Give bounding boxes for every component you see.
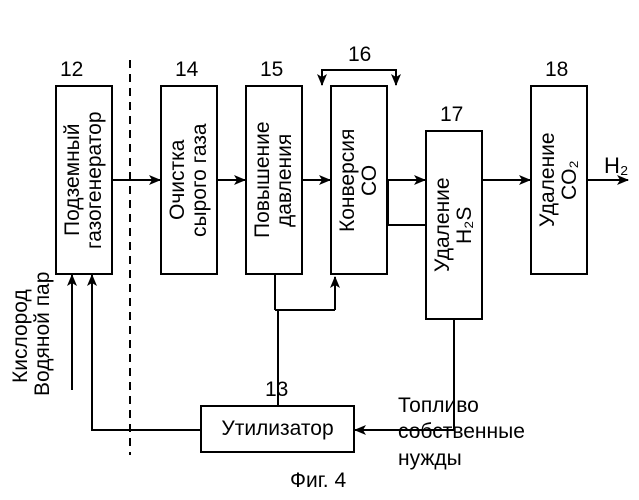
node-12-label: Подземный газогенератор [57, 87, 111, 273]
node-12-num: 12 [60, 58, 83, 82]
node-18-num: 18 [545, 58, 568, 82]
node-15: Повышение давления [245, 85, 303, 275]
node-16-label: Конверсия СО [332, 87, 386, 273]
node-16: Конверсия СО [330, 85, 388, 275]
node-17: Удаление H₂S [425, 130, 483, 320]
node-14: Очистка сырого газа [160, 85, 218, 275]
node-12: Подземный газогенератор [55, 85, 113, 275]
figure-caption: Фиг. 4 [290, 468, 346, 494]
node-13: Утилизатор [200, 405, 355, 453]
label-fuel: Топливо собственные нужды [398, 393, 525, 472]
diagram-stage: Подземный газогенератор 12 Очистка сырог… [0, 0, 639, 500]
node-14-num: 14 [175, 58, 198, 82]
label-h2: H₂ [604, 152, 628, 180]
node-16-num: 16 [348, 43, 371, 67]
node-13-num: 13 [265, 378, 288, 402]
node-15-num: 15 [260, 58, 283, 82]
node-17-label: Удаление H₂S [427, 132, 481, 318]
label-steam: Водяной пар [32, 246, 54, 396]
node-18-label: Удаление CO₂ [532, 87, 586, 273]
node-13-label: Утилизатор [202, 417, 353, 441]
node-15-label: Повышение давления [247, 87, 301, 273]
node-17-num: 17 [440, 103, 463, 127]
node-14-label: Очистка сырого газа [162, 87, 216, 273]
label-oxygen: Кислород [10, 258, 32, 383]
node-18: Удаление CO₂ [530, 85, 588, 275]
